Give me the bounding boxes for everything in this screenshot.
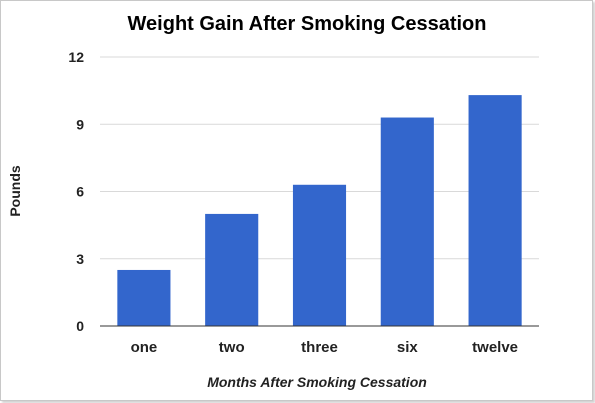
y-axis-label: Pounds <box>7 165 23 217</box>
y-tick-label: 9 <box>76 116 84 132</box>
x-category-label: three <box>301 339 338 356</box>
bar-twelve <box>468 95 522 326</box>
bar-three <box>292 184 347 326</box>
x-category-labels: one two three six twelve <box>131 339 518 356</box>
x-category-label: two <box>219 339 245 356</box>
y-tick-label: 12 <box>68 49 84 65</box>
y-tick-label: 6 <box>76 184 84 200</box>
y-tick-label: 0 <box>76 318 84 334</box>
x-category-label: one <box>131 339 158 356</box>
bar-one <box>117 269 171 326</box>
y-tick-labels: 0 3 6 9 12 <box>68 49 84 334</box>
bar-two <box>205 213 259 326</box>
y-tick-label: 3 <box>76 251 84 267</box>
x-axis-label: Months After Smoking Cessation <box>207 374 427 390</box>
bar-six <box>380 117 434 327</box>
x-category-label: six <box>397 339 419 356</box>
bars <box>117 95 522 327</box>
chart-title: Weight Gain After Smoking Cessation <box>128 13 487 35</box>
x-category-label: twelve <box>472 339 518 356</box>
